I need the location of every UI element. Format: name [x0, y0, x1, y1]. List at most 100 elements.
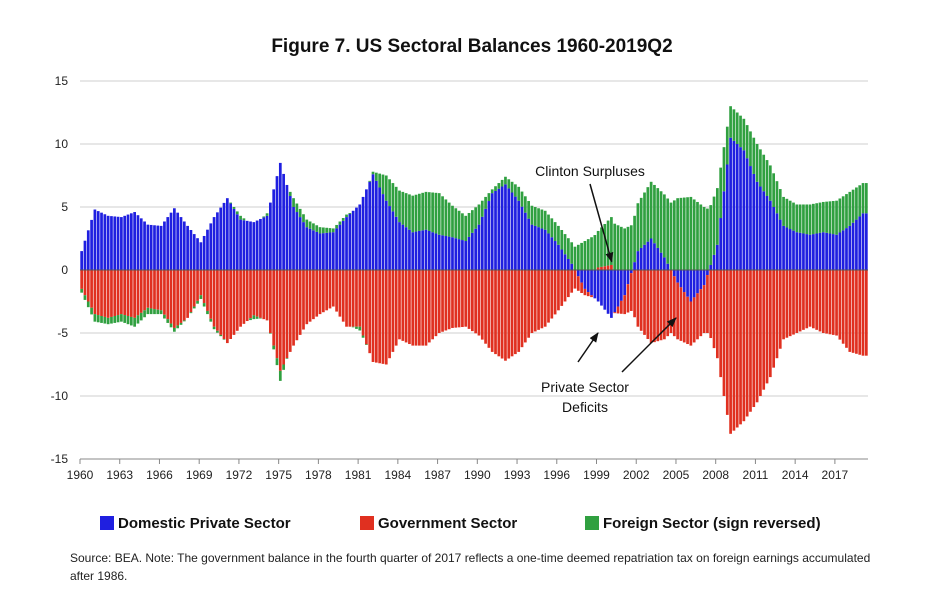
- bar-segment: [629, 270, 633, 274]
- bar-segment: [318, 270, 322, 315]
- bar-segment: [414, 194, 418, 232]
- bar-segment: [192, 234, 196, 270]
- bar-segment: [199, 295, 203, 299]
- bar-segment: [431, 232, 434, 270]
- bar-segment: [768, 200, 772, 270]
- bar-segment: [398, 190, 401, 223]
- bar-segment: [782, 270, 785, 340]
- bar-segment: [447, 270, 451, 330]
- bar-segment: [391, 270, 395, 352]
- bar-segment: [848, 225, 852, 270]
- bar-segment: [805, 204, 809, 235]
- bar-segment: [712, 270, 716, 349]
- bar-segment: [613, 223, 617, 270]
- bar-segment: [537, 208, 540, 228]
- bar-segment: [802, 270, 805, 330]
- legend-swatch: [360, 516, 374, 530]
- bar-segment: [163, 221, 166, 270]
- bar-segment: [388, 270, 391, 359]
- bar-segment: [252, 270, 256, 316]
- bar-segment: [573, 246, 577, 270]
- bar-segment: [103, 270, 107, 317]
- bar-segment: [739, 270, 742, 425]
- bar-segment: [391, 183, 395, 212]
- bar-segment: [176, 325, 180, 329]
- bar-segment: [292, 207, 295, 270]
- bar-segment: [848, 270, 852, 352]
- bar-segment: [745, 270, 749, 417]
- bar-segment: [133, 270, 136, 318]
- bar-segment: [715, 270, 719, 359]
- bar-segment: [252, 315, 256, 320]
- bar-segment: [275, 358, 279, 366]
- bar-segment: [348, 213, 352, 270]
- bar-segment: [325, 270, 329, 311]
- bar-segment: [831, 270, 835, 335]
- y-tick-label: 10: [55, 137, 69, 151]
- bar-segment: [106, 270, 110, 318]
- bar-segment: [570, 270, 574, 293]
- bar-segment: [653, 270, 656, 343]
- bar-segment: [543, 210, 547, 230]
- bar-segment: [702, 285, 706, 333]
- bar-segment: [861, 183, 865, 214]
- bar-segment: [514, 184, 517, 197]
- bar-segment: [106, 317, 110, 325]
- bar-segment: [487, 270, 491, 348]
- bar-segment: [295, 203, 299, 213]
- bar-segment: [739, 147, 742, 270]
- bar-segment: [623, 228, 627, 270]
- bar-segment: [679, 197, 683, 270]
- bar-segment: [610, 264, 613, 270]
- bar-segment: [629, 273, 633, 311]
- bar-segment: [805, 234, 809, 270]
- bar-segment: [802, 233, 805, 270]
- bar-segment: [560, 270, 564, 306]
- bar-segment: [173, 208, 176, 270]
- bar-segment: [864, 183, 868, 214]
- bar-segment: [639, 270, 643, 331]
- bar-segment: [434, 270, 438, 337]
- bar-segment: [672, 200, 676, 270]
- bar-segment: [83, 240, 87, 270]
- bar-segment: [265, 215, 269, 270]
- bar-segment: [500, 186, 504, 270]
- bar-segment: [775, 181, 779, 214]
- bar-segment: [295, 270, 299, 341]
- bar-segment: [778, 270, 782, 349]
- bar-segment: [835, 200, 838, 235]
- bar-segment: [338, 221, 342, 225]
- bar-segment: [93, 270, 97, 315]
- annotation-private-deficits: Private Sector: [541, 379, 629, 395]
- bar-segment: [196, 238, 199, 270]
- bar-segment: [557, 244, 560, 270]
- bar-segment: [398, 270, 401, 340]
- bar-segment: [861, 270, 865, 356]
- bar-segment: [821, 201, 825, 233]
- bar-segment: [391, 211, 395, 270]
- bar-segment: [719, 270, 723, 378]
- bar-segment: [507, 188, 511, 270]
- bar-segment: [666, 198, 670, 264]
- bar-segment: [858, 270, 862, 355]
- bar-segment: [626, 226, 630, 270]
- bar-segment: [216, 212, 219, 270]
- y-tick-label: 5: [61, 200, 68, 214]
- bar-segment: [255, 270, 259, 317]
- bar-segment: [444, 235, 448, 270]
- bar-segment: [315, 225, 319, 232]
- bar-segment: [275, 176, 279, 270]
- x-tick-label: 2017: [822, 468, 849, 482]
- x-tick-label: 1984: [384, 468, 411, 482]
- bar-segment: [169, 212, 173, 270]
- x-tick-label: 2005: [663, 468, 690, 482]
- bar-segment: [855, 187, 858, 220]
- bar-segment: [189, 270, 193, 313]
- x-tick-label: 1963: [106, 468, 133, 482]
- bar-segment: [795, 270, 799, 333]
- bar-segment: [179, 217, 183, 270]
- bar-segment: [209, 270, 213, 319]
- bar-segment: [762, 154, 766, 192]
- bar-segment: [659, 270, 663, 341]
- bar-segment: [606, 265, 610, 270]
